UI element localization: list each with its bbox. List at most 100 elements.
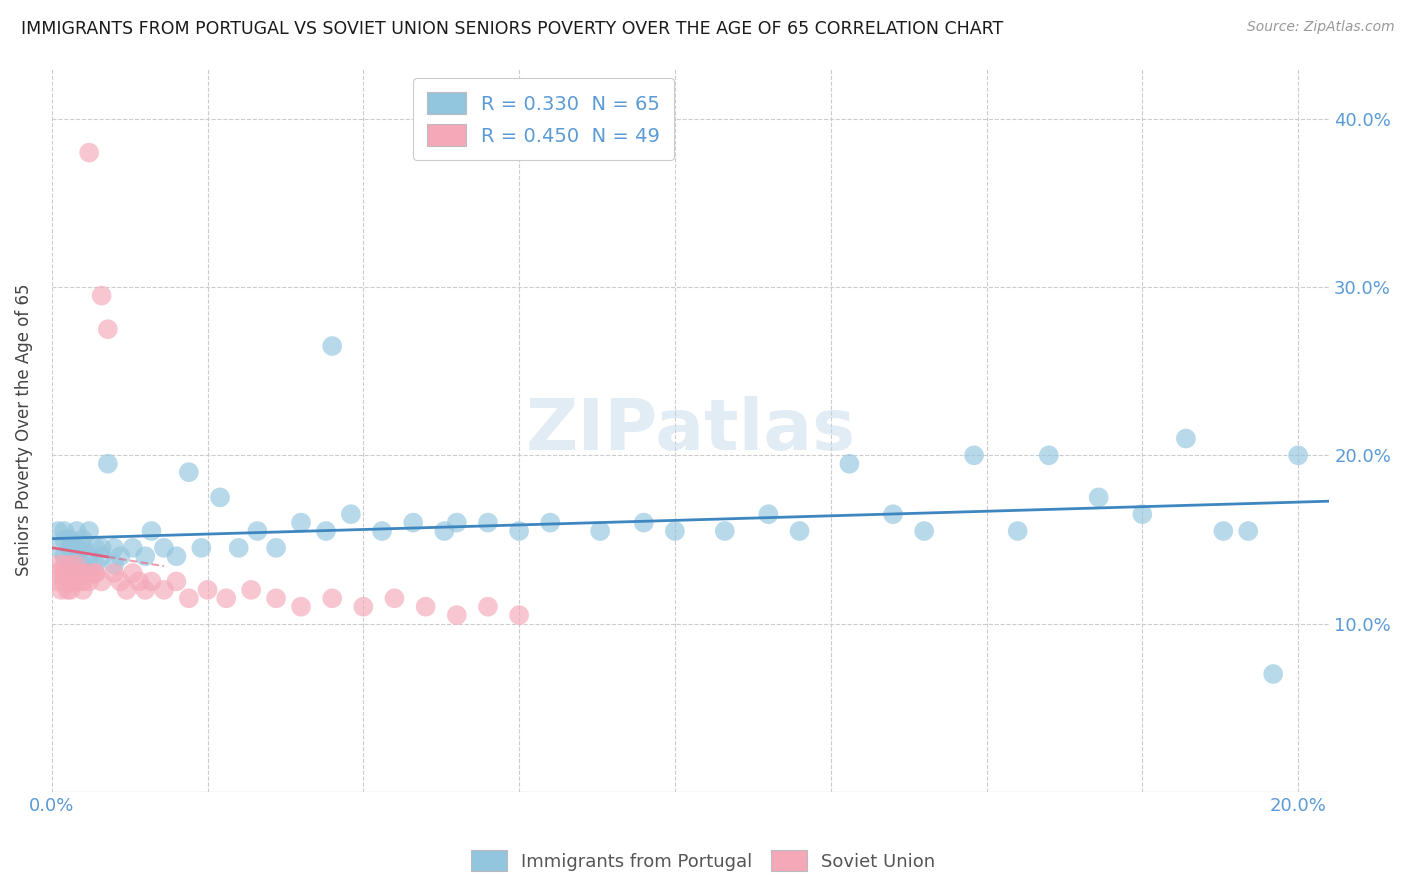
Point	[134, 582, 156, 597]
Text: ZIPatlas: ZIPatlas	[526, 396, 856, 465]
Point	[110, 574, 132, 589]
Point	[77, 566, 100, 580]
Point	[72, 566, 94, 580]
Point	[77, 524, 100, 538]
Point	[1087, 491, 1109, 505]
Point	[340, 507, 363, 521]
Point	[315, 524, 337, 538]
Point	[838, 457, 860, 471]
Point	[72, 574, 94, 589]
Text: IMMIGRANTS FROM PORTUGAL VS SOVIET UNION SENIORS POVERTY OVER THE AGE OF 65 CORR: IMMIGRANTS FROM PORTUGAL VS SOVIET UNION…	[21, 20, 1004, 37]
Point	[1007, 524, 1029, 538]
Point	[103, 566, 125, 580]
Point	[103, 558, 125, 572]
Point	[53, 533, 76, 547]
Point	[53, 574, 76, 589]
Point	[49, 582, 72, 597]
Point	[90, 288, 112, 302]
Point	[84, 541, 107, 555]
Point	[538, 516, 561, 530]
Point	[66, 549, 89, 564]
Text: Source: ZipAtlas.com: Source: ZipAtlas.com	[1247, 20, 1395, 34]
Point	[321, 339, 343, 353]
Point	[1237, 524, 1260, 538]
Point	[46, 574, 69, 589]
Point	[121, 541, 143, 555]
Point	[72, 533, 94, 547]
Point	[97, 457, 120, 471]
Point	[1286, 448, 1309, 462]
Point	[664, 524, 686, 538]
Point	[264, 591, 287, 606]
Point	[115, 582, 138, 597]
Point	[589, 524, 612, 538]
Point	[59, 558, 82, 572]
Point	[103, 541, 125, 555]
Point	[59, 533, 82, 547]
Point	[62, 574, 84, 589]
Point	[90, 541, 112, 555]
Point	[46, 541, 69, 555]
Point	[59, 582, 82, 597]
Point	[190, 541, 212, 555]
Point	[352, 599, 374, 614]
Point	[446, 516, 468, 530]
Point	[228, 541, 250, 555]
Point	[53, 524, 76, 538]
Point	[153, 582, 176, 597]
Point	[477, 599, 499, 614]
Point	[1212, 524, 1234, 538]
Point	[128, 574, 150, 589]
Point	[415, 599, 437, 614]
Point	[1130, 507, 1153, 521]
Point	[56, 582, 79, 597]
Point	[789, 524, 811, 538]
Point	[77, 145, 100, 160]
Point	[433, 524, 456, 538]
Point	[290, 599, 312, 614]
Point	[66, 574, 89, 589]
Point	[508, 608, 530, 623]
Point	[197, 582, 219, 597]
Point	[371, 524, 394, 538]
Point	[72, 558, 94, 572]
Point	[84, 566, 107, 580]
Point	[84, 558, 107, 572]
Point	[77, 549, 100, 564]
Point	[713, 524, 735, 538]
Point	[59, 558, 82, 572]
Point	[153, 541, 176, 555]
Point	[240, 582, 263, 597]
Point	[90, 549, 112, 564]
Point	[321, 591, 343, 606]
Point	[141, 574, 163, 589]
Point	[384, 591, 406, 606]
Point	[97, 322, 120, 336]
Point	[633, 516, 655, 530]
Point	[110, 549, 132, 564]
Point	[72, 541, 94, 555]
Point	[1263, 667, 1285, 681]
Point	[477, 516, 499, 530]
Point	[90, 574, 112, 589]
Legend: Immigrants from Portugal, Soviet Union: Immigrants from Portugal, Soviet Union	[464, 843, 942, 879]
Point	[66, 524, 89, 538]
Point	[963, 448, 986, 462]
Point	[290, 516, 312, 530]
Y-axis label: Seniors Poverty Over the Age of 65: Seniors Poverty Over the Age of 65	[15, 284, 32, 576]
Point	[72, 582, 94, 597]
Point	[77, 574, 100, 589]
Point	[208, 491, 231, 505]
Point	[246, 524, 269, 538]
Point	[165, 549, 187, 564]
Point	[1038, 448, 1060, 462]
Point	[53, 558, 76, 572]
Point	[177, 591, 200, 606]
Point	[66, 558, 89, 572]
Legend: R = 0.330  N = 65, R = 0.450  N = 49: R = 0.330 N = 65, R = 0.450 N = 49	[413, 78, 673, 160]
Point	[446, 608, 468, 623]
Point	[264, 541, 287, 555]
Point	[46, 558, 69, 572]
Point	[177, 465, 200, 479]
Point	[53, 549, 76, 564]
